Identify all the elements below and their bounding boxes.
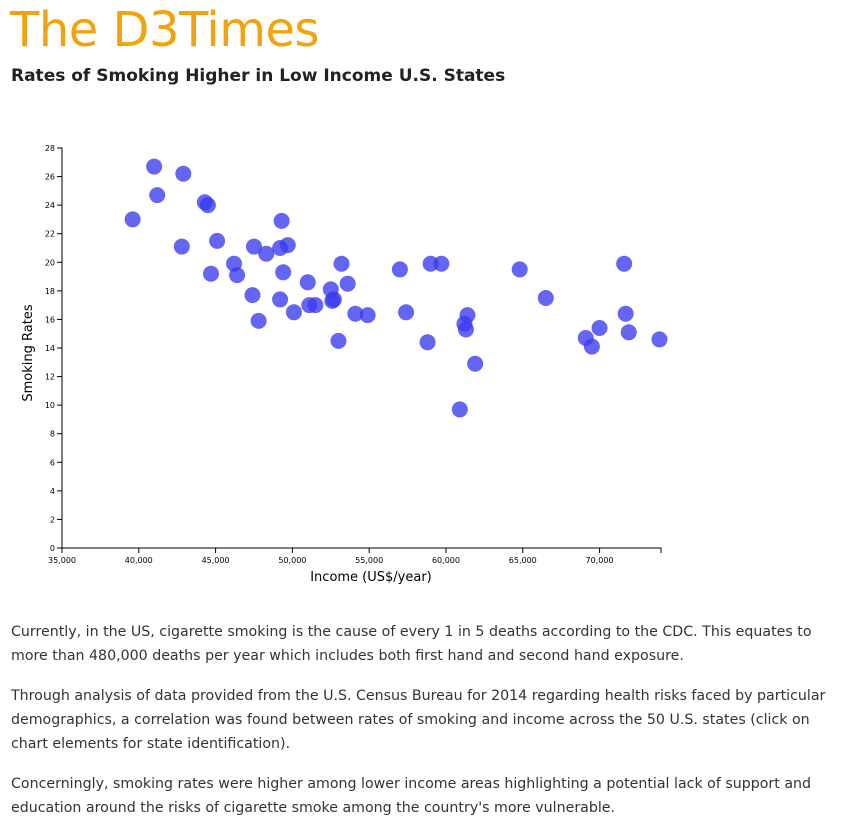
x-axis-line [61, 547, 662, 553]
data-point[interactable] [146, 158, 163, 175]
data-point[interactable] [511, 261, 528, 278]
x-tick-label: 50,000 [278, 556, 306, 565]
y-axis-label: Smoking Rates [21, 304, 36, 401]
data-point[interactable] [537, 290, 554, 306]
data-point[interactable] [273, 212, 290, 229]
y-tick-label: 20 [45, 258, 55, 267]
data-point[interactable] [359, 307, 376, 324]
data-point[interactable] [333, 255, 350, 272]
y-tick-label: 24 [45, 201, 55, 210]
data-points [124, 158, 668, 418]
data-point[interactable] [175, 165, 192, 182]
data-point[interactable] [250, 312, 267, 329]
data-point[interactable] [275, 264, 292, 281]
y-tick-label: 28 [45, 144, 55, 153]
y-tick-label: 0 [50, 544, 55, 553]
data-point[interactable] [279, 237, 296, 254]
data-point[interactable] [616, 255, 633, 272]
y-tick-label: 16 [45, 315, 55, 324]
data-point[interactable] [245, 238, 262, 255]
data-point[interactable] [272, 291, 289, 308]
data-point[interactable] [209, 232, 226, 249]
data-point[interactable] [202, 265, 219, 282]
data-point[interactable] [299, 274, 316, 291]
x-axis-label: Income (US$/year) [310, 570, 432, 585]
data-point[interactable] [457, 321, 474, 338]
data-point[interactable] [591, 320, 608, 336]
y-tick-label: 6 [50, 458, 55, 467]
x-tick-label: 45,000 [202, 556, 230, 565]
data-point[interactable] [258, 245, 275, 262]
x-tick-label: 60,000 [432, 556, 460, 565]
data-point[interactable] [244, 287, 261, 304]
data-point[interactable] [433, 255, 450, 272]
article-paragraph-3: Concerningly, smoking rates were higher … [11, 776, 812, 816]
y-tick-label: 10 [45, 401, 55, 410]
y-tick-label: 8 [50, 430, 55, 439]
data-point[interactable] [330, 332, 347, 349]
data-point[interactable] [199, 197, 216, 214]
data-point[interactable] [339, 275, 356, 292]
data-point[interactable] [325, 291, 342, 308]
data-point[interactable] [617, 305, 634, 322]
y-tick-label: 4 [50, 487, 55, 496]
y-tick-label: 2 [50, 515, 55, 524]
data-point[interactable] [398, 304, 415, 321]
data-point[interactable] [173, 238, 190, 255]
x-tick-label: 70,000 [586, 556, 614, 565]
data-point[interactable] [229, 267, 246, 284]
data-point[interactable] [391, 261, 408, 278]
data-point[interactable] [451, 401, 468, 418]
data-point[interactable] [467, 355, 484, 372]
data-point[interactable] [419, 334, 436, 351]
y-tick-label: 26 [45, 173, 55, 182]
data-point[interactable] [307, 297, 324, 314]
data-point[interactable] [124, 211, 141, 228]
x-tick-label: 40,000 [125, 556, 153, 565]
data-point[interactable] [620, 324, 637, 341]
data-point[interactable] [347, 305, 364, 322]
x-tick-label: 65,000 [509, 556, 537, 565]
x-tick-label: 35,000 [48, 556, 76, 565]
y-tick-label: 12 [45, 373, 55, 382]
masthead-title: The D3Times [10, 2, 320, 58]
x-axis: 35,000 40,000 45,000 50,000 55,000 60,000 65,0… [48, 547, 662, 565]
chart-subtitle: Rates of Smoking Higher in Low Income U.… [11, 66, 506, 86]
data-point[interactable] [459, 307, 476, 324]
data-point[interactable] [149, 187, 166, 204]
y-tick-label: 22 [45, 230, 55, 239]
article-paragraph-1: Currently, in the US, cigarette smoking … [11, 624, 812, 664]
y-tick-label: 18 [45, 287, 55, 296]
data-point[interactable] [583, 338, 600, 355]
x-tick-label: 55,000 [355, 556, 383, 565]
article-body: Currently, in the US, cigarette smoking … [11, 620, 836, 836]
data-point[interactable] [285, 304, 302, 321]
data-point[interactable] [651, 331, 668, 348]
y-tick-label: 14 [45, 344, 55, 353]
article-paragraph-2: Through analysis of data provided from t… [11, 688, 826, 752]
